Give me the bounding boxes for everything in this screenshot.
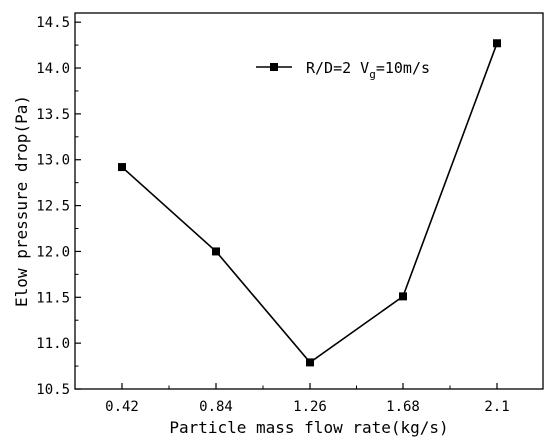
x-tick-label: 1.26	[293, 399, 327, 415]
data-point-marker	[399, 292, 407, 301]
x-tick-label: 0.42	[105, 399, 139, 415]
y-tick-label: 13.0	[36, 153, 70, 169]
x-axis: 0.42 0.84 1.26 1.68 2.1	[105, 383, 510, 415]
series-group	[118, 39, 501, 367]
legend-label-suffix: =10m/s	[376, 59, 430, 77]
y-tick-label: 12.5	[36, 199, 70, 215]
y-tick-label: 12.0	[36, 244, 70, 260]
y-tick-label: 14.5	[36, 15, 70, 31]
data-point-marker	[212, 247, 220, 256]
legend-label-prefix: R/D=2 V	[306, 59, 369, 77]
x-tick-label: 0.84	[199, 399, 233, 415]
series-line	[121, 43, 498, 364]
legend-label: R/D=2 Vg=10m/s	[306, 59, 430, 81]
legend-marker	[270, 63, 278, 71]
x-tick-label: 1.68	[386, 399, 420, 415]
y-axis-title: Elow pressure drop(Pa)	[12, 95, 31, 307]
y-tick-label: 11.5	[36, 290, 70, 306]
x-tick-label: 2.1	[484, 399, 509, 415]
data-point-marker	[118, 163, 126, 172]
data-point-marker	[306, 358, 314, 367]
data-point-marker	[493, 39, 501, 48]
x-axis-title: Particle mass flow rate(kg/s)	[169, 418, 448, 437]
y-tick-label: 14.0	[36, 61, 70, 77]
y-tick-label: 13.5	[36, 107, 70, 123]
y-axis: 10.5 11.0 11.5 12.0 12.5 13.0 13.5 14.0 14.5	[36, 15, 81, 398]
plot-frame	[74, 12, 544, 390]
legend: R/D=2 Vg=10m/s	[256, 59, 430, 81]
y-tick-label: 10.5	[36, 382, 70, 398]
y-tick-label: 11.0	[36, 336, 70, 352]
legend-label-subscript: g	[369, 68, 376, 81]
